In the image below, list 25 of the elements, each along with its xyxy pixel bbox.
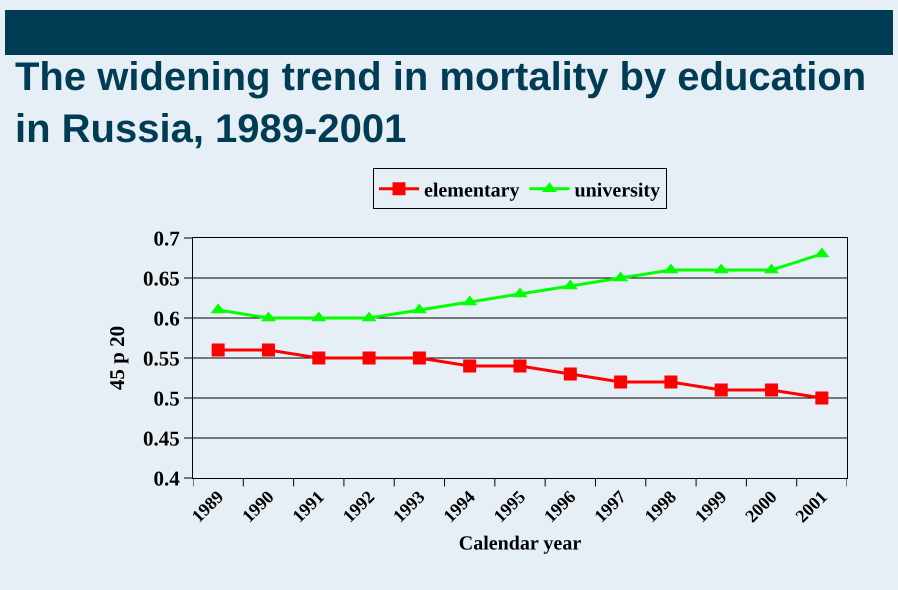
y-axis-title: 45 p 20 — [105, 326, 130, 390]
point — [514, 360, 526, 372]
y-tick-label: 0.7 — [154, 226, 180, 250]
point — [262, 344, 275, 356]
legend-label: elementary — [424, 180, 520, 202]
chart-title: The widening trend in mortality by education in Russia, 1989-2001 — [15, 55, 866, 151]
point — [614, 376, 628, 388]
y-tick-label: 0.55 — [143, 346, 180, 370]
point — [714, 384, 728, 396]
y-tick-label: 0.6 — [154, 306, 180, 330]
point — [212, 344, 225, 356]
y-tick-label: 0.5 — [154, 386, 180, 410]
y-tick-label: 0.4 — [154, 466, 180, 490]
x-axis-title: Calendar year — [458, 532, 582, 555]
y-tick-label: 0.65 — [143, 266, 180, 290]
y-tick-label: 0.45 — [143, 426, 180, 450]
point — [463, 360, 476, 372]
point — [564, 368, 577, 380]
point — [362, 352, 376, 364]
point — [664, 376, 678, 388]
point — [765, 384, 778, 396]
point — [815, 392, 828, 404]
point — [412, 352, 426, 364]
point — [312, 352, 326, 364]
legend-label: university — [574, 180, 660, 202]
